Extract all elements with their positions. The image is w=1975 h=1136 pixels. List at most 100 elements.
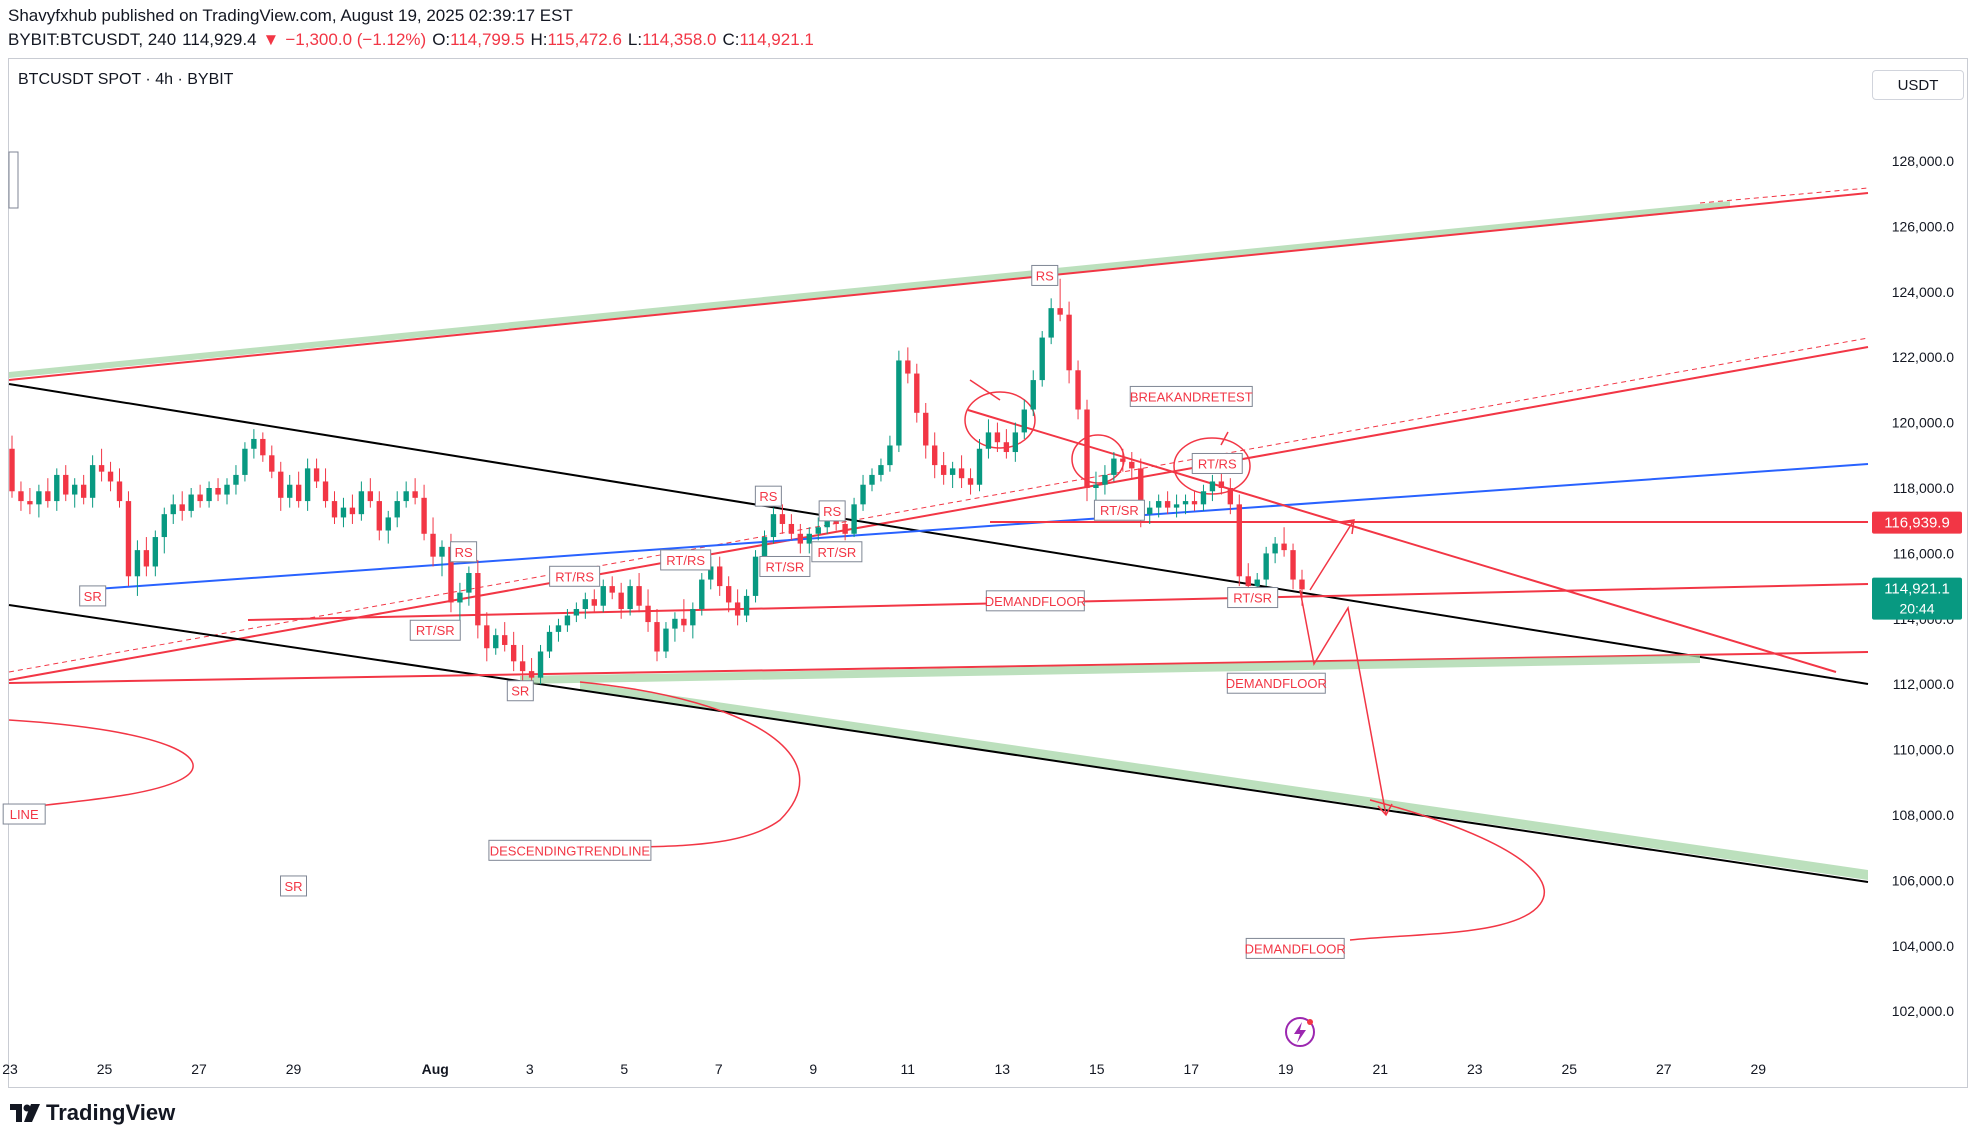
candle-body (1200, 491, 1207, 505)
candle-body (1164, 501, 1171, 508)
candle (546, 625, 553, 659)
candle-body (1066, 314, 1072, 371)
candle (484, 612, 490, 662)
annotation-label: RS (450, 541, 478, 563)
candle-body (206, 488, 212, 502)
annotation-label: LINE (2, 803, 46, 825)
x-tick-label: Aug (422, 1061, 449, 1077)
currency-button[interactable]: USDT (1872, 70, 1964, 100)
candle (734, 589, 741, 626)
candle-body (940, 465, 947, 475)
candle (815, 517, 821, 541)
candle (376, 491, 382, 541)
candle (287, 474, 293, 508)
candle-body (466, 573, 472, 593)
candle-body (905, 360, 911, 374)
low-value: 114,358.0 (642, 30, 717, 49)
candle (1093, 471, 1099, 505)
x-tick-label: 19 (1278, 1061, 1294, 1077)
candle-body (1084, 409, 1090, 488)
candle (519, 644, 526, 681)
candle-body (681, 618, 687, 626)
candle-body (484, 625, 490, 649)
drawing-layer (8, 187, 1869, 941)
annotation-box (488, 839, 652, 861)
candle-body (1155, 501, 1162, 508)
annotation-text: RS (455, 545, 473, 560)
candle (233, 465, 239, 495)
candle-body (851, 504, 857, 534)
candle (161, 507, 167, 554)
candle-body (215, 488, 221, 495)
candle (636, 573, 642, 613)
high-label: H: (530, 30, 548, 49)
candle-body (1263, 553, 1269, 580)
close-value: 114,921.1 (739, 30, 814, 49)
candle (788, 514, 795, 541)
candle-body (385, 517, 391, 531)
candle (537, 644, 544, 685)
candle (313, 458, 320, 488)
candle (394, 491, 400, 528)
open-value: 114,799.5 (450, 30, 525, 49)
x-tick-label: 25 (1561, 1061, 1577, 1077)
candle-body (1057, 308, 1063, 315)
annotation-label: DESCENDINGTRENDLINE (488, 839, 652, 861)
candle (1102, 465, 1108, 495)
candle-body (923, 412, 929, 446)
candle (923, 402, 929, 459)
chart-panel[interactable] (8, 58, 1968, 1088)
candle-body (690, 608, 696, 626)
candle-body (976, 448, 983, 485)
tradingview-logo[interactable]: TradingView (10, 1100, 175, 1126)
annotation-text: RS (823, 504, 841, 519)
candle (555, 618, 562, 642)
ascending-trendline (8, 346, 1869, 681)
candle (466, 566, 472, 606)
candle-body (1003, 442, 1010, 453)
x-tick-label: 13 (994, 1061, 1010, 1077)
candle-body (609, 586, 615, 593)
candle (878, 458, 884, 482)
candle-body (555, 625, 562, 632)
annotation-text: DESCENDINGTRENDLINE (490, 843, 651, 858)
upper-channel-zone (9, 201, 1730, 378)
candle (367, 478, 374, 508)
candle (98, 448, 105, 482)
candle (627, 579, 633, 616)
candle (1066, 301, 1072, 384)
candle (1191, 491, 1198, 511)
candle (896, 350, 902, 453)
candle (1164, 491, 1171, 515)
candle (681, 599, 687, 632)
candle (887, 435, 893, 472)
candle-body (887, 445, 893, 466)
annotation-box (818, 500, 846, 522)
candle (1209, 474, 1216, 502)
candle-body (260, 438, 266, 456)
annotation-text: RT/SR (1233, 591, 1272, 606)
candle (1075, 360, 1081, 420)
candle-body (1245, 576, 1251, 587)
candle-body (663, 628, 669, 652)
candle-body (618, 592, 624, 609)
candle-body (107, 471, 114, 482)
candle-body (654, 622, 660, 652)
candle-body (985, 432, 992, 449)
candle-body (313, 468, 320, 482)
candle-body (797, 533, 804, 544)
candle-body (125, 501, 132, 577)
candle-body (1299, 579, 1305, 590)
candle (215, 478, 221, 502)
candle-body (734, 602, 741, 616)
annotation-box (1129, 385, 1253, 407)
candle-body (914, 373, 920, 413)
lightning-icon[interactable] (1285, 1017, 1315, 1047)
candle (1236, 494, 1242, 587)
candle-body (752, 556, 759, 596)
candle (645, 589, 651, 632)
price-tag: 114,921.1 20:44 (1872, 577, 1962, 620)
candle (1048, 298, 1054, 345)
price-tag-text: 114,921.1 (1884, 581, 1950, 598)
